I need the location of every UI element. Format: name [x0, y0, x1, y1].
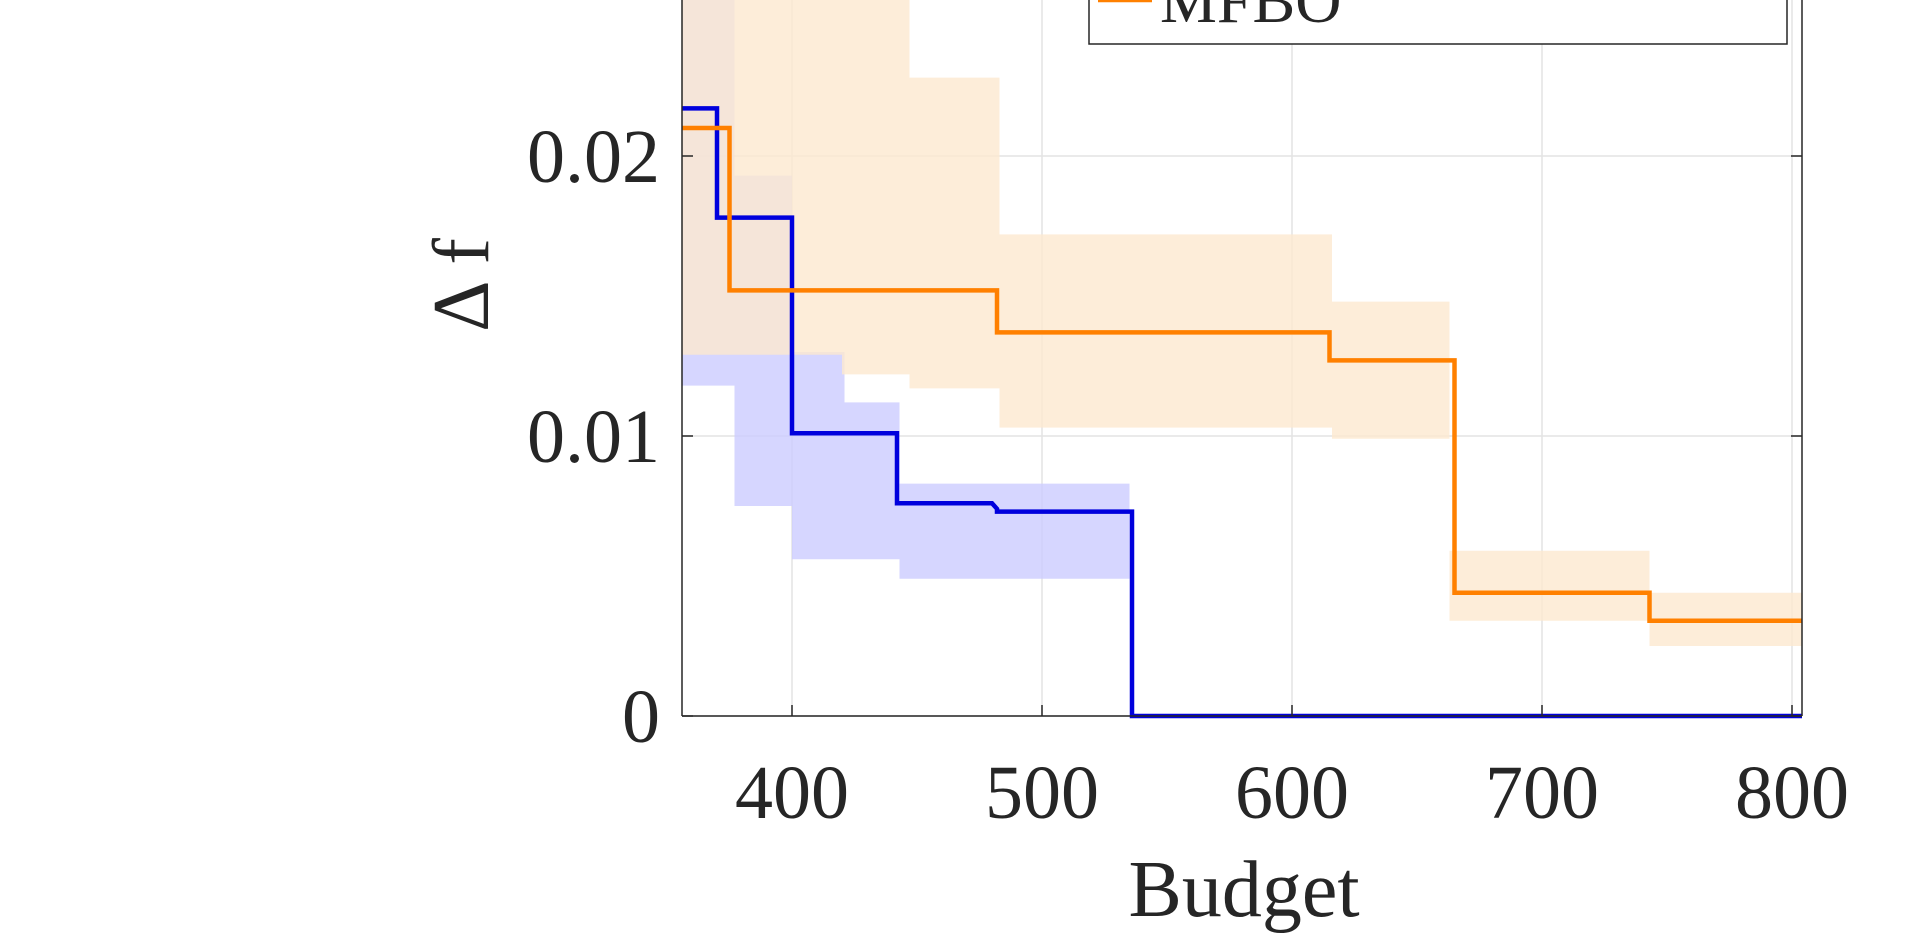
axes-layer: [681, 0, 1803, 717]
y-axis-title: Δ f: [418, 238, 506, 332]
tick-layer: 400 500 600 700 800 0 0.01 0.02: [527, 115, 1849, 835]
legend: MFBO: [1088, 0, 1788, 45]
legend-box: [1088, 0, 1788, 45]
series-1-line: [682, 125, 1802, 624]
x-tick-label-2: 600: [1235, 751, 1349, 835]
x-tick-label-3: 700: [1485, 751, 1599, 835]
y-tick-label-0: 0: [622, 675, 660, 759]
y-tick-label-1: 0.01: [527, 395, 660, 479]
y-tick-label-2: 0.02: [527, 115, 660, 199]
x-tick-label-4: 800: [1735, 751, 1849, 835]
x-axis-title: Budget: [1128, 846, 1359, 934]
line-layer: [682, 106, 1802, 719]
x-tick-label-0: 400: [735, 751, 849, 835]
series-0-line: [682, 106, 1802, 719]
series-1-uncertainty-band: [682, 0, 1802, 646]
x-tick-label-1: 500: [985, 751, 1099, 835]
legend-label-0: MFBO: [1160, 0, 1341, 36]
